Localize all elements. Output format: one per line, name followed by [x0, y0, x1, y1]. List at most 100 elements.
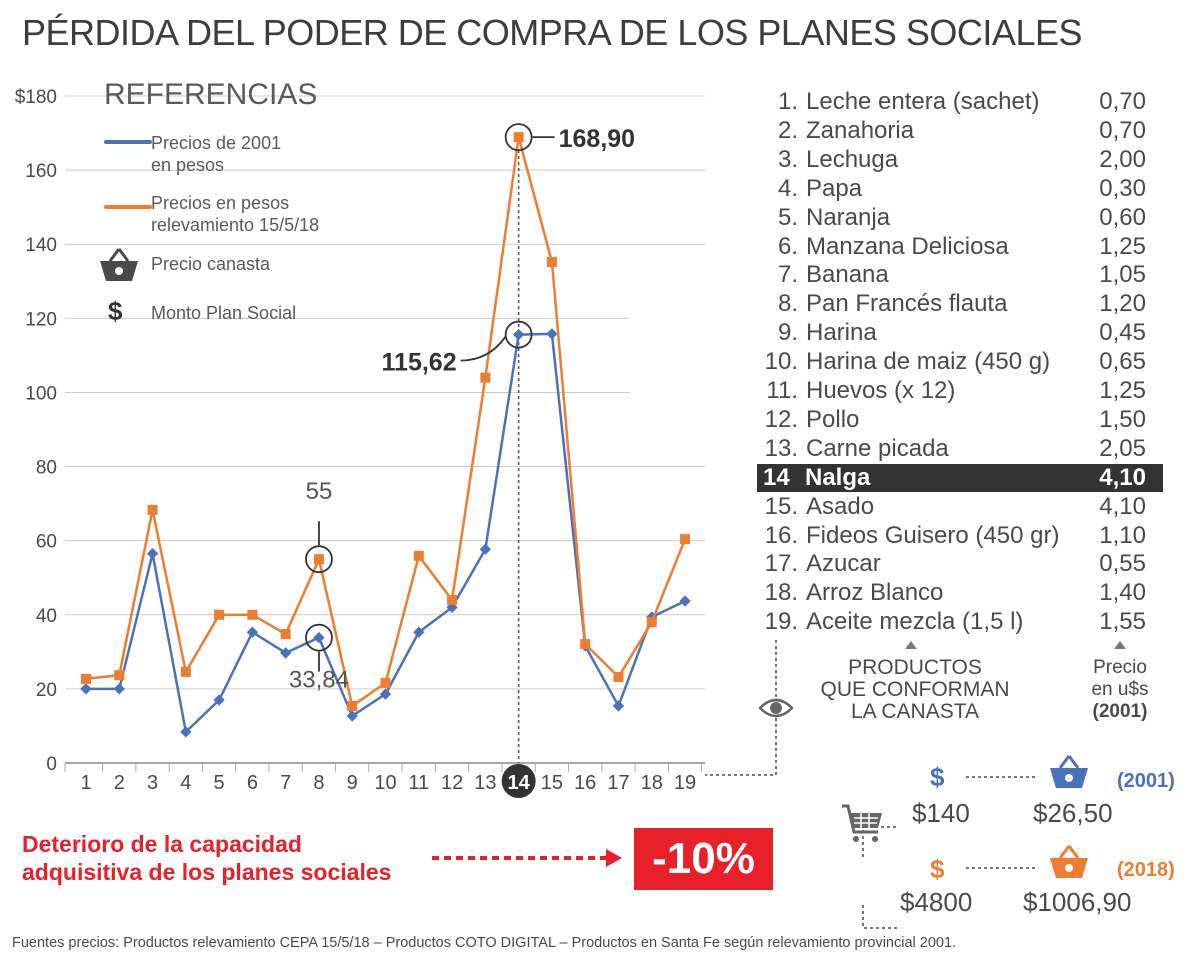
data-point — [347, 700, 358, 711]
product-number: 3. — [777, 145, 798, 173]
product-row: 5. Naranja 0,60 — [757, 204, 1163, 232]
annotation-circle — [504, 123, 533, 152]
x-tick-label: 1 — [80, 772, 91, 794]
data-point — [546, 328, 558, 340]
footer-sources: Fuentes precios: Productos relevamiento … — [12, 935, 957, 951]
y-tick-label: 20 — [36, 680, 57, 701]
product-number: 10. — [764, 348, 798, 376]
product-price: 1,55 — [1099, 608, 1146, 636]
x-tick-label: 19 — [674, 772, 696, 794]
product-price: 1,40 — [1099, 579, 1146, 607]
product-name: Arroz Blanco — [806, 579, 944, 607]
product-name: Asado — [806, 492, 875, 520]
data-point — [447, 594, 458, 605]
x-tick-label: 5 — [214, 772, 225, 794]
product-name: Nalga — [805, 463, 871, 491]
data-point — [247, 609, 258, 620]
product-price: 0,45 — [1099, 319, 1146, 347]
y-tick-label: 100 — [25, 383, 57, 404]
annotation-circle — [305, 623, 333, 652]
x-tick-label: 12 — [441, 772, 463, 794]
data-point — [413, 550, 424, 561]
product-number: 5. — [777, 203, 798, 231]
product-number: 11. — [766, 377, 798, 404]
products-caption: PRODUCTOS QUE CONFORMAN LA CANASTA — [820, 657, 1010, 723]
dollar-icon: $ — [108, 296, 123, 326]
caption-line: PRODUCTOS — [848, 656, 982, 679]
product-number: 18. — [764, 579, 798, 607]
x-tick-label: 11 — [408, 772, 429, 794]
dollar-2001-icon: $ — [930, 762, 945, 792]
data-point — [512, 328, 525, 341]
product-price: 1,25 — [1099, 232, 1146, 260]
product-price: 1,05 — [1099, 261, 1146, 289]
product-price: 2,00 — [1099, 145, 1146, 173]
x-tick-label: 13 — [474, 772, 496, 794]
product-number: 9. — [777, 319, 798, 347]
red-arrow-icon — [432, 849, 622, 867]
product-name: Fideos Guisero (450 gr) — [806, 521, 1060, 549]
data-point — [146, 547, 159, 560]
caption-line: Precio — [1093, 657, 1147, 678]
eye-icon — [758, 698, 794, 718]
product-row: 16. Fideos Guisero (450 gr) 1,10 — [757, 522, 1163, 550]
data-point — [413, 626, 425, 638]
product-name: Papa — [806, 174, 863, 202]
data-point — [546, 257, 557, 268]
product-number: 13. — [764, 434, 798, 462]
legend-label: Precios de 2001 — [151, 133, 282, 153]
data-point — [613, 672, 624, 683]
product-number: 6. — [777, 232, 798, 260]
data-point — [180, 666, 191, 677]
legend-title: REFERENCIAS — [104, 78, 318, 111]
year-2001-label: (2001) — [1117, 770, 1175, 792]
annotation-label: 55 — [306, 478, 333, 505]
deterioro-value: -10% — [634, 828, 773, 890]
product-number: 17. — [764, 550, 798, 578]
arrow-up-icon — [1114, 641, 1126, 649]
legend-label: relevamiento 15/5/18 — [151, 215, 320, 235]
basket-icon — [100, 248, 138, 281]
annotation-leader — [460, 336, 507, 362]
deterioro-line: Deterioro de la capacidad — [22, 831, 302, 857]
product-price: 0,70 — [1099, 116, 1146, 144]
year-2018-label: (2018) — [1117, 859, 1175, 881]
product-price: 0,60 — [1099, 203, 1146, 231]
data-point — [513, 132, 524, 143]
y-tick-label: $180 — [15, 87, 57, 108]
data-point — [246, 626, 259, 638]
basket-2018-icon — [1050, 845, 1088, 878]
data-point — [646, 617, 657, 628]
data-point — [280, 647, 292, 659]
data-point — [114, 670, 125, 681]
legend-label: Precio canasta — [151, 254, 271, 274]
y-tick-label: 80 — [36, 458, 57, 479]
deterioro-label: Deterioro de la capacidad adquisitiva de … — [22, 830, 391, 886]
y-tick-label: 60 — [36, 532, 57, 553]
data-point — [680, 534, 691, 545]
x-tick-label: 9 — [347, 772, 358, 794]
product-name: Harina — [806, 319, 877, 347]
legend-label: Precios en pesos — [151, 193, 290, 213]
data-point — [380, 677, 391, 688]
x-tick-label: 18 — [641, 772, 663, 794]
product-row: 17. Azucar 0,55 — [757, 550, 1163, 578]
annotation-circle — [305, 545, 333, 574]
product-name: Azucar — [806, 550, 881, 578]
product-name: Lechuga — [806, 145, 899, 173]
data-point — [479, 543, 492, 555]
product-row: 4. Papa 0,30 — [757, 175, 1163, 203]
product-price: 0,70 — [1099, 88, 1146, 115]
data-point — [580, 639, 591, 650]
shopping-cart-icon — [842, 804, 882, 842]
legend-item-2001: Precios de 2001 en pesos — [151, 132, 281, 176]
product-number: 19. — [764, 608, 798, 636]
data-point — [81, 673, 91, 684]
basket-2001-icon — [1050, 755, 1088, 788]
product-row: 9. Harina 0,45 — [757, 319, 1163, 347]
page-title: PÉRDIDA DEL PODER DE COMPRA DE LOS PLANE… — [22, 12, 1083, 53]
product-row: 19. Aceite mezcla (1,5 l) 1,55 — [757, 608, 1163, 636]
data-point — [379, 688, 392, 700]
price-caption: Precio en u$s (2001) — [1080, 657, 1160, 723]
